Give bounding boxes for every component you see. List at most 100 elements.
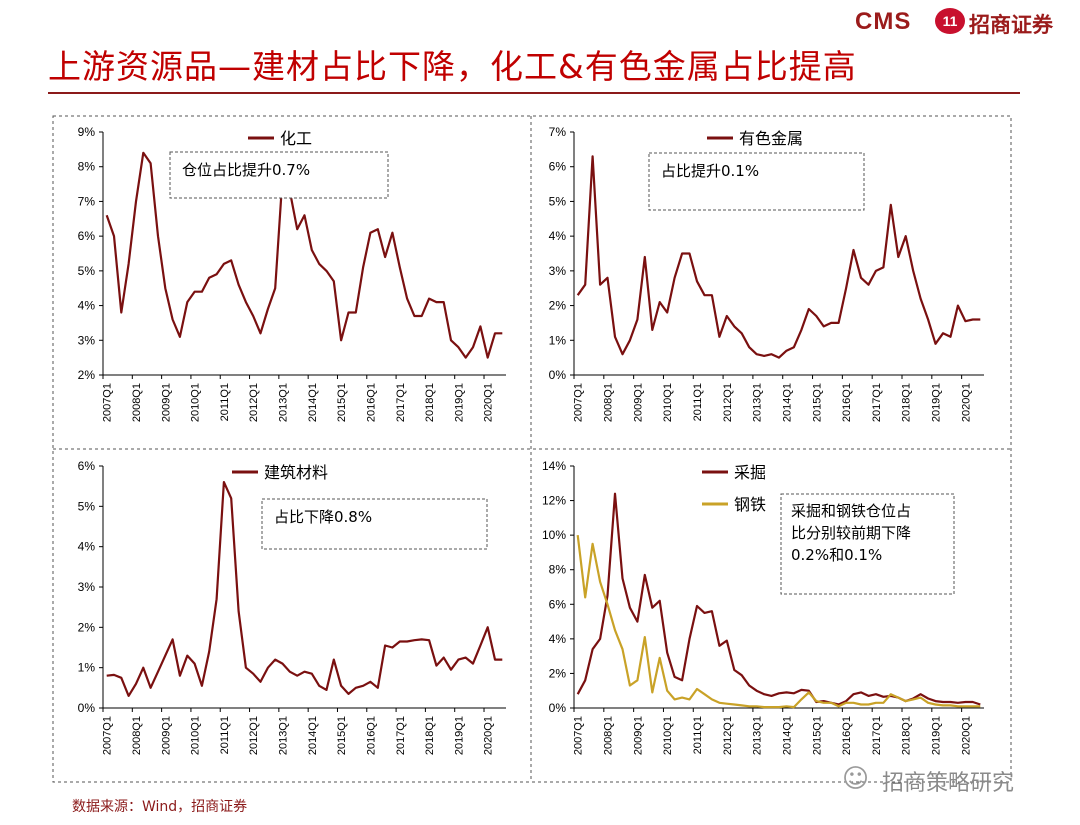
chart-panel-1: 2% 3% 4% 5% 6% 7% 8% 9% 2007Q1 2008Q1 2009Q1 2010Q1… [78,125,506,422]
legend-label: 建筑材料 [264,463,328,482]
x-tick-label: 2012Q1 [722,383,734,422]
x-tick-label: 2008Q1 [131,383,143,422]
x-tick-label: 2017Q1 [871,383,883,422]
chart-panel-2: 0% 1% 2% 3% 4% 5% 6% 7% 2007Q1 2008Q1 2009Q1 2010Q1… [549,125,984,422]
x-tick-label: 2012Q1 [248,383,260,422]
y-tick-label: 6% [78,459,96,473]
y-tick-label: 5% [78,499,96,513]
x-tick-label: 2020Q1 [483,383,495,422]
x-tick-label: 2007Q1 [102,383,114,422]
x-tick-label: 2012Q1 [248,716,260,755]
x-tick-label: 2017Q1 [395,716,407,755]
y-tick-label: 9% [78,125,96,139]
x-tick-label: 2015Q1 [336,716,348,755]
y-tick-label: 8% [549,563,567,577]
series-line-建筑材料 [106,481,503,698]
legend-label: 钢铁 [734,495,766,514]
x-tick-label: 2009Q1 [160,383,172,422]
y-tick-label: 2% [549,299,567,313]
x-tick-label: 2019Q1 [931,383,943,422]
x-tick-label: 2010Q1 [190,383,202,422]
legend-label: 化工 [280,129,312,148]
x-tick-label: 2013Q1 [752,716,764,755]
x-tick-label: 2018Q1 [424,716,436,755]
y-tick-label: 4% [78,540,96,554]
x-tick-label: 2019Q1 [453,383,465,422]
series-line-钢铁 [576,534,981,709]
annotation-text-line: 采掘和钢铁仓位占 [791,502,911,520]
series-line-化工 [105,151,503,359]
x-tick-label: 2011Q1 [692,383,704,421]
logo-company-name: 招商证券 [969,13,1053,37]
x-tick-label: 2014Q1 [307,716,319,755]
legend-label: 采掘 [734,463,766,482]
x-tick-label: 2017Q1 [871,716,883,755]
y-tick-label: 10% [542,528,566,542]
x-tick-label: 2010Q1 [190,716,202,755]
x-tick-label: 2010Q1 [662,716,674,755]
y-tick-label: 4% [78,299,96,313]
y-tick-label: 3% [549,264,567,278]
x-tick-label: 2017Q1 [395,383,407,422]
x-tick-label: 2020Q1 [960,383,972,422]
x-tick-label: 2007Q1 [573,716,585,755]
y-tick-label: 7% [549,125,567,139]
x-tick-label: 2020Q1 [483,716,495,755]
x-tick-label: 2012Q1 [722,716,734,755]
x-tick-label: 2015Q1 [811,716,823,755]
annotation-box [648,152,865,211]
x-tick-label: 2011Q1 [692,716,704,754]
x-tick-label: 2016Q1 [365,383,377,422]
y-tick-label: 5% [78,264,96,278]
y-tick-label: 12% [542,494,566,508]
legend-label: 有色金属 [739,129,803,148]
x-tick-label: 2008Q1 [603,383,615,422]
wechat-watermark: ☺ 招商策略研究 [842,758,1072,798]
x-tick-label: 2018Q1 [424,383,436,422]
y-tick-label: 6% [549,160,567,174]
y-tick-label: 3% [78,580,96,594]
annotation-text: 占比提升0.1% [661,162,759,180]
panel-frame [52,115,1012,783]
y-tick-label: 2% [78,620,96,634]
y-tick-label: 3% [78,333,96,347]
x-tick-label: 2019Q1 [453,716,465,755]
y-tick-label: 0% [549,368,567,382]
annotation-text: 仓位占比提升0.7% [182,161,310,179]
x-tick-label: 2020Q1 [960,716,972,755]
x-tick-label: 2013Q1 [278,383,290,422]
x-tick-label: 2011Q1 [219,716,231,754]
y-tick-label: 0% [78,701,96,715]
series-line-有色金属 [576,155,981,359]
annotation-box [261,498,488,550]
x-tick-label: 2016Q1 [365,716,377,755]
y-tick-label: 7% [78,194,96,208]
x-tick-label: 2019Q1 [931,716,943,755]
y-tick-label: 0% [549,701,567,715]
x-tick-label: 2013Q1 [752,383,764,422]
brand-logo: CMS 11 招商证券 [855,6,1075,38]
x-tick-label: 2011Q1 [219,383,231,421]
x-tick-label: 2010Q1 [662,383,674,422]
y-tick-label: 5% [549,194,567,208]
x-tick-label: 2014Q1 [307,383,319,422]
page-title: 上游资源品—建材占比下降，化工&有色金属占比提高 [48,47,857,86]
y-tick-label: 2% [549,666,567,680]
y-tick-label: 1% [549,333,567,347]
x-tick-label: 2015Q1 [336,383,348,422]
watermark-text: 招商策略研究 [882,771,1015,796]
x-tick-label: 2016Q1 [841,716,853,755]
data-source-note: 数据来源：Wind，招商证券 [72,799,248,815]
y-tick-label: 4% [549,229,567,243]
x-tick-label: 2014Q1 [781,383,793,422]
x-tick-label: 2014Q1 [781,716,793,755]
logo-cms-text: CMS [855,8,912,35]
x-tick-label: 2018Q1 [901,716,913,755]
x-tick-label: 2015Q1 [811,383,823,422]
x-tick-label: 2009Q1 [632,383,644,422]
chart-panel-4: 0% 2% 4% 6% 8% 10% 12% 14% 2007Q1 2008Q1 2009Q1 201… [542,459,984,755]
x-tick-label: 2009Q1 [160,716,172,755]
x-tick-label: 2008Q1 [131,716,143,755]
x-tick-label: 2007Q1 [102,716,114,755]
